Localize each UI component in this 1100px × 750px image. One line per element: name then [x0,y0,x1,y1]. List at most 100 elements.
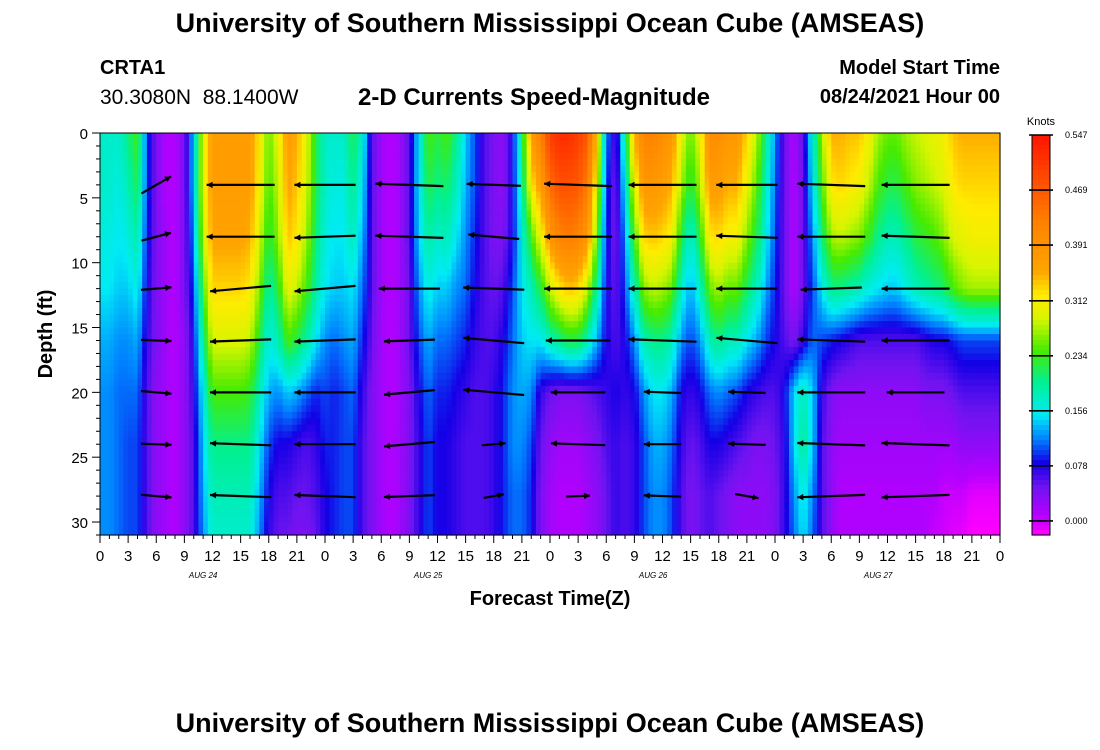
heatmap-cell [334,385,340,393]
heatmap-cell [404,262,410,270]
heatmap-cell [151,249,157,257]
heatmap-cell [118,522,125,530]
heatmap-cell [310,158,317,167]
heatmap-cell [367,301,373,309]
heatmap-cell [221,457,228,465]
heatmap-cell [235,431,242,439]
heatmap-cell [123,262,129,270]
heatmap-cell [428,334,434,342]
heatmap-cell [432,463,439,471]
heatmap-cell [456,165,462,173]
heatmap-cell [418,385,425,393]
heatmap-cell [367,314,373,322]
heatmap-cell [114,191,120,199]
heatmap-cell [465,444,471,452]
heatmap-cell [334,145,340,154]
heatmap-cell [184,236,190,244]
heatmap-cell [254,346,260,355]
heatmap-cell [273,314,279,322]
heatmap-cell [259,139,265,147]
heatmap-cell [235,483,242,491]
heatmap-cell [160,184,167,192]
heatmap-cell [470,470,476,478]
heatmap-cell [123,483,129,491]
heatmap-cell [160,509,167,517]
heatmap-cell [423,522,429,530]
heatmap-cell [390,372,396,380]
heatmap-cell [268,256,275,264]
heatmap-cell [193,502,200,510]
heatmap-cell [231,197,237,205]
heatmap-cell [470,476,476,484]
heatmap-cell [451,392,457,400]
heatmap-cell [437,262,443,270]
heatmap-cell [339,483,345,491]
heatmap-cell [460,476,467,484]
heatmap-cell [390,418,396,426]
heatmap-cell [385,327,392,335]
heatmap-cell [376,522,382,530]
heatmap-cell [460,152,467,160]
heatmap-cell [273,431,279,439]
heatmap-cell [381,269,387,277]
heatmap-cell [179,470,185,478]
heatmap-cell [165,314,171,322]
heatmap-cell [470,437,476,445]
heatmap-cell [306,366,312,374]
heatmap-cell [151,314,157,322]
heatmap-cell [160,405,167,413]
heatmap-cell [404,139,410,147]
heatmap-cell [268,282,275,290]
heatmap-cell [118,158,125,167]
heatmap-cell [325,288,331,296]
heatmap-cell [198,411,204,419]
heatmap-cell [325,437,331,445]
heatmap-cell [193,418,200,426]
heatmap-cell [329,262,335,270]
heatmap-cell [306,184,312,192]
heatmap-cell [198,249,204,257]
heatmap-cell [385,334,392,342]
heatmap-cell [142,424,148,432]
heatmap-cell [264,204,270,212]
heatmap-cell [353,411,359,419]
heatmap-cell [465,476,471,484]
heatmap-cell [395,502,401,510]
heatmap-cell [128,444,134,452]
heatmap-cell [104,275,110,283]
heatmap-cell [470,178,476,186]
heatmap-cell [385,204,392,212]
heatmap-cell [142,275,148,283]
heatmap-cell [292,145,298,154]
heatmap-cell [123,372,129,380]
heatmap-cell [320,204,326,212]
heatmap-cell [123,139,129,147]
heatmap-cell [362,197,368,205]
heatmap-cell [231,450,237,458]
heatmap-cell [414,366,420,374]
heatmap-cell [385,483,392,491]
heatmap-cell [343,191,350,199]
heatmap-cell [109,372,115,380]
heatmap-cell [207,366,214,374]
heatmap-cell [100,204,106,212]
heatmap-cell [296,405,303,413]
heatmap-cell [301,444,307,452]
heatmap-cell [310,444,317,452]
heatmap-cell [278,204,284,212]
heatmap-cell [273,502,279,510]
heatmap-cell [156,269,162,277]
heatmap-cell [268,346,275,355]
heatmap-cell [310,256,317,264]
heatmap-cell [428,359,434,368]
heatmap-cell [465,483,471,491]
heatmap-cell [198,321,204,329]
heatmap-cell [100,152,106,160]
heatmap-cell [198,327,204,335]
heatmap-cell [367,509,373,517]
heatmap-cell [151,528,157,536]
heatmap-cell [235,152,242,160]
heatmap-cell [437,379,443,387]
heatmap-cell [423,444,429,452]
heatmap-cell [301,463,307,471]
